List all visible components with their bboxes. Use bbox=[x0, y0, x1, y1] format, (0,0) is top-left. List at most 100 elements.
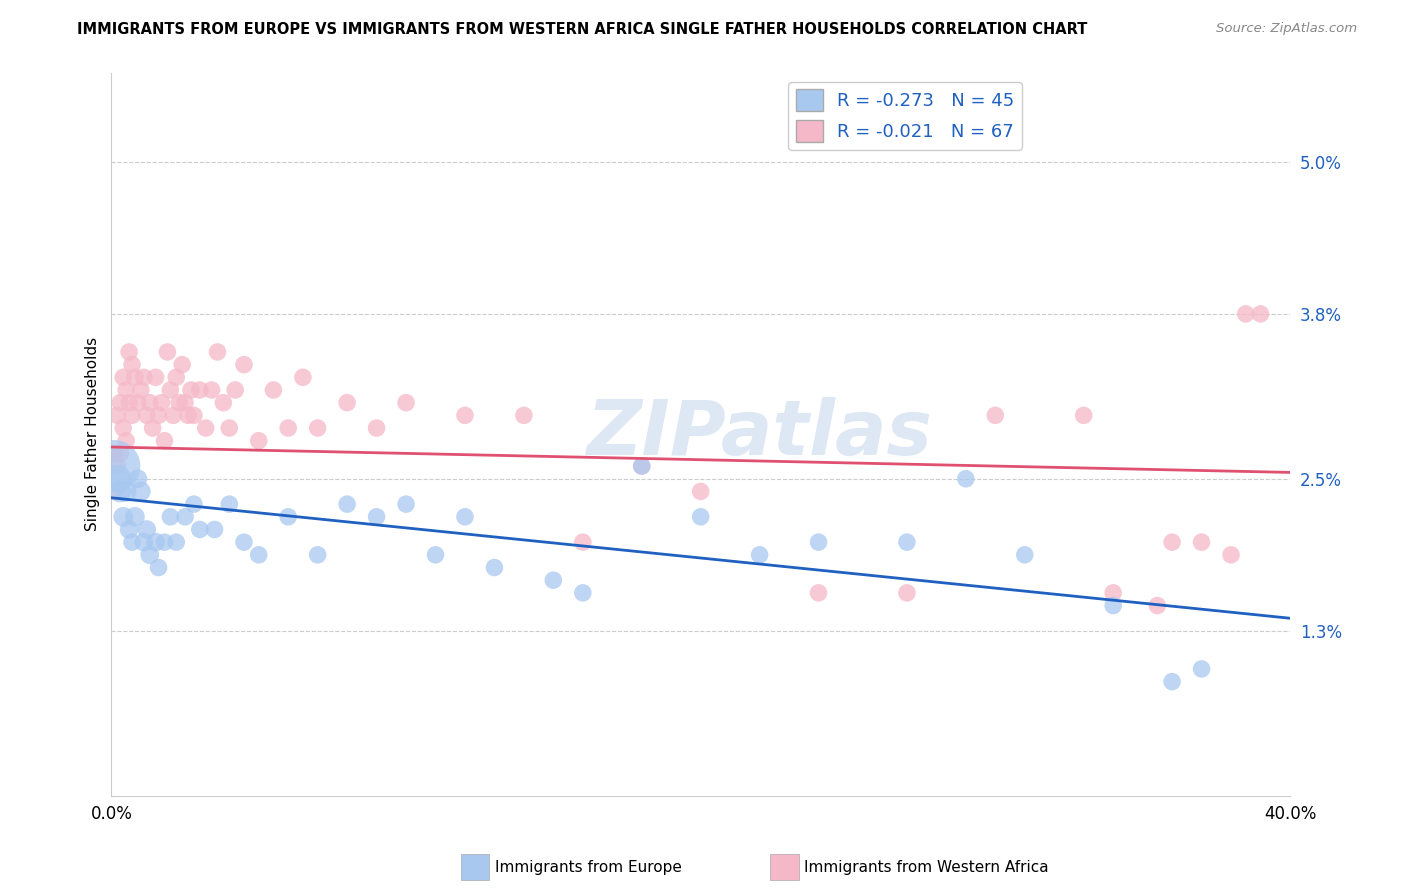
Point bbox=[204, 523, 226, 537]
Point bbox=[129, 383, 152, 397]
Point bbox=[366, 509, 388, 524]
Point bbox=[162, 409, 184, 423]
Point bbox=[1161, 674, 1184, 689]
Point bbox=[165, 535, 187, 549]
Point bbox=[167, 395, 190, 409]
Point bbox=[118, 345, 141, 359]
Point bbox=[115, 434, 138, 448]
Point bbox=[103, 446, 125, 460]
Point bbox=[218, 497, 240, 511]
Point bbox=[135, 523, 157, 537]
Point bbox=[172, 358, 194, 372]
Point bbox=[1250, 307, 1272, 321]
Point bbox=[1161, 535, 1184, 549]
Point bbox=[543, 573, 565, 587]
Point bbox=[630, 458, 652, 473]
Point bbox=[218, 421, 240, 435]
Point bbox=[955, 472, 977, 486]
Point bbox=[165, 370, 187, 384]
Point bbox=[148, 560, 170, 574]
Point bbox=[174, 395, 197, 409]
Point bbox=[105, 409, 128, 423]
Point bbox=[188, 523, 211, 537]
Point bbox=[896, 586, 918, 600]
Point bbox=[1220, 548, 1243, 562]
Point bbox=[1191, 535, 1213, 549]
Point bbox=[984, 409, 1007, 423]
Point bbox=[454, 409, 477, 423]
Point bbox=[630, 458, 652, 473]
Text: Immigrants from Europe: Immigrants from Europe bbox=[495, 860, 682, 874]
Point bbox=[124, 509, 146, 524]
Point bbox=[132, 370, 155, 384]
Point bbox=[572, 535, 595, 549]
Y-axis label: Single Father Households: Single Father Households bbox=[86, 337, 100, 532]
Point bbox=[159, 383, 181, 397]
Point bbox=[1102, 586, 1125, 600]
Point bbox=[145, 370, 167, 384]
Point bbox=[112, 370, 135, 384]
Point bbox=[277, 509, 299, 524]
Point bbox=[425, 548, 447, 562]
Point bbox=[135, 409, 157, 423]
Point bbox=[366, 421, 388, 435]
Point bbox=[1146, 599, 1168, 613]
Text: ZIPatlas: ZIPatlas bbox=[586, 397, 932, 471]
Point bbox=[159, 509, 181, 524]
Point bbox=[1102, 599, 1125, 613]
Point bbox=[124, 370, 146, 384]
Point bbox=[145, 535, 167, 549]
Point bbox=[110, 446, 132, 460]
Point bbox=[247, 434, 270, 448]
Point bbox=[689, 484, 711, 499]
Point bbox=[150, 395, 173, 409]
Point bbox=[689, 509, 711, 524]
Point bbox=[194, 421, 217, 435]
Point bbox=[153, 535, 176, 549]
Point bbox=[142, 421, 165, 435]
Point bbox=[307, 421, 329, 435]
Point bbox=[212, 395, 235, 409]
Point bbox=[188, 383, 211, 397]
Legend: R = -0.273   N = 45, R = -0.021   N = 67: R = -0.273 N = 45, R = -0.021 N = 67 bbox=[789, 82, 1022, 150]
Text: IMMIGRANTS FROM EUROPE VS IMMIGRANTS FROM WESTERN AFRICA SINGLE FATHER HOUSEHOLD: IMMIGRANTS FROM EUROPE VS IMMIGRANTS FRO… bbox=[77, 22, 1088, 37]
Point bbox=[183, 409, 205, 423]
Point bbox=[118, 395, 141, 409]
Point bbox=[129, 484, 152, 499]
Point bbox=[112, 421, 135, 435]
Point bbox=[395, 395, 418, 409]
Point bbox=[277, 421, 299, 435]
Point bbox=[103, 458, 125, 473]
Point bbox=[121, 535, 143, 549]
Point bbox=[103, 484, 125, 499]
Point bbox=[174, 509, 197, 524]
Point bbox=[233, 358, 256, 372]
Point bbox=[484, 560, 506, 574]
Point bbox=[807, 586, 830, 600]
Point bbox=[105, 458, 128, 473]
Point bbox=[454, 509, 477, 524]
Point bbox=[112, 509, 135, 524]
Point bbox=[138, 395, 160, 409]
Point bbox=[121, 409, 143, 423]
Point bbox=[513, 409, 536, 423]
Point bbox=[1234, 307, 1257, 321]
Point bbox=[127, 395, 149, 409]
Point bbox=[132, 535, 155, 549]
Text: Immigrants from Western Africa: Immigrants from Western Africa bbox=[804, 860, 1049, 874]
Point bbox=[336, 395, 359, 409]
Point bbox=[572, 586, 595, 600]
Point bbox=[1014, 548, 1036, 562]
Point bbox=[180, 383, 202, 397]
Point bbox=[896, 535, 918, 549]
Point bbox=[233, 535, 256, 549]
Point bbox=[121, 358, 143, 372]
Point bbox=[115, 383, 138, 397]
Point bbox=[807, 535, 830, 549]
Point bbox=[156, 345, 179, 359]
Point bbox=[200, 383, 222, 397]
Point bbox=[307, 548, 329, 562]
Point bbox=[224, 383, 246, 397]
Point bbox=[291, 370, 314, 384]
Point bbox=[748, 548, 770, 562]
